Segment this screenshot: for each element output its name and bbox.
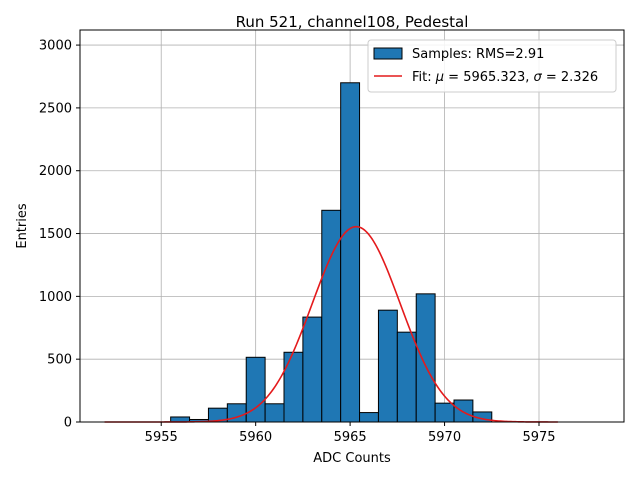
y-tick-label: 1500 (39, 227, 72, 242)
histogram-bar (434, 402, 455, 423)
x-axis-ticks: 5955 5960 5965 5970 5975 (145, 422, 556, 445)
legend-fit-prefix: Fit: (412, 70, 436, 85)
legend-swatch-samples (373, 47, 403, 60)
legend-label-fit: Fit: μ = 5965.323, σ = 2.326 (412, 70, 598, 85)
chart-title: Run 521, channel108, Pedestal (236, 13, 469, 31)
histogram-bar (264, 403, 285, 423)
histogram-bar (453, 399, 474, 423)
histogram-bar (340, 82, 361, 423)
x-tick-label: 5975 (522, 430, 555, 445)
y-tick-label: 1000 (39, 290, 72, 305)
x-tick-label: 5960 (239, 430, 272, 445)
legend-fit-mu-symbol: μ (435, 70, 444, 85)
legend-fit-sigma-value: = 2.326 (542, 70, 598, 85)
x-axis-label: ADC Counts (313, 451, 391, 466)
histogram-bar (283, 351, 304, 423)
legend-fit-sigma-symbol: σ (534, 70, 543, 85)
histogram-bars (170, 82, 493, 423)
legend-box (367, 39, 617, 93)
y-tick-label: 3000 (39, 39, 72, 54)
histogram-bar (302, 316, 323, 423)
y-tick-label: 0 (64, 416, 72, 431)
y-axis-ticks: 0 500 1000 1500 2000 2500 3000 (39, 39, 80, 431)
x-tick-label: 5970 (428, 430, 461, 445)
histogram-bar (359, 412, 379, 423)
x-tick-label: 5965 (334, 430, 367, 445)
histogram-bar (415, 293, 436, 423)
histogram-bar (377, 309, 398, 423)
y-tick-label: 2500 (39, 101, 72, 116)
legend-label-samples: Samples: RMS=2.91 (412, 47, 544, 62)
axes-frame (79, 29, 625, 423)
legend: Samples: RMS=2.91 Fit: μ = 5965.323, σ =… (367, 39, 617, 93)
histogram-bar (396, 331, 417, 423)
y-axis-label: Entries (15, 203, 30, 249)
legend-fit-mu-value: = 5965.323, (444, 70, 533, 85)
x-tick-label: 5955 (145, 430, 178, 445)
y-tick-label: 500 (47, 353, 72, 368)
y-tick-label: 2000 (39, 164, 72, 179)
